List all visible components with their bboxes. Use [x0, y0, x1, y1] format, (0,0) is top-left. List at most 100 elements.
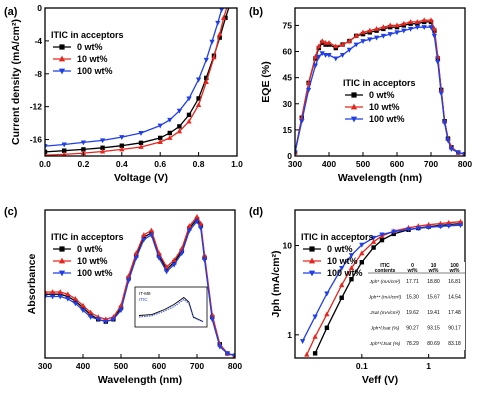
- y-tick-label: 0: [287, 151, 292, 161]
- data-point-2-30: [462, 152, 465, 156]
- data-point-1-4: [72, 295, 79, 301]
- legend-entry: 10 wt%: [77, 54, 108, 64]
- legend-marker: [59, 246, 65, 252]
- series-layer: [299, 218, 464, 357]
- data-point-1-1: [49, 289, 56, 294]
- data-point-2-0: [45, 294, 48, 300]
- legend-entry: 100 wt%: [369, 114, 405, 124]
- data-point-1-12: [211, 54, 217, 60]
- series-line-1: [45, 8, 228, 156]
- data-point-0-2: [339, 295, 344, 300]
- data-point-0-18: [179, 248, 184, 254]
- table-header: wt%: [407, 268, 419, 274]
- data-point-2-22: [201, 258, 208, 263]
- panel-label: (d): [249, 206, 263, 218]
- data-point-2-10: [195, 77, 202, 83]
- x-tick-label: 0.8: [193, 159, 205, 169]
- data-point-2-4: [72, 301, 79, 307]
- data-point-0-8: [177, 124, 182, 129]
- x-tick-label: 500: [356, 159, 370, 169]
- data-point-1-13: [141, 232, 147, 238]
- y-tick-label: 60: [283, 47, 293, 57]
- data-point-2-21: [198, 226, 204, 232]
- table-cell: 80.69: [427, 341, 440, 347]
- data-point-2-19: [186, 228, 193, 234]
- data-point-2-23: [209, 317, 215, 323]
- data-point-0-3: [100, 145, 105, 150]
- data-point-2-10: [415, 226, 421, 232]
- data-point-1-5: [319, 38, 325, 44]
- data-point-1-9: [186, 118, 192, 124]
- data-point-1-5: [359, 250, 365, 256]
- data-point-1-19: [407, 19, 414, 24]
- table-cell: 15.67: [427, 294, 440, 300]
- data-point-1-7: [326, 39, 332, 45]
- legend: ITIC in acceptors 0 wt% 10 wt% 100 wt%: [343, 78, 416, 124]
- y-tick-label: -8: [34, 69, 42, 79]
- data-point-1-16: [387, 22, 393, 28]
- data-point-1-13: [367, 27, 373, 33]
- y-tick-label: 1: [287, 330, 292, 340]
- data-point-2-25: [224, 351, 231, 357]
- table-cell: 93.15: [427, 326, 440, 332]
- legend-marker: [59, 44, 65, 50]
- data-point-2-14: [148, 233, 155, 238]
- table-cell: 18.80: [427, 279, 440, 285]
- table-header: wt%: [449, 268, 461, 274]
- data-point-2-10: [118, 308, 124, 314]
- data-point-2-1: [49, 294, 56, 300]
- data-point-1-22: [428, 17, 434, 23]
- data-point-0-6: [88, 312, 93, 317]
- data-point-1-16: [163, 264, 170, 269]
- data-point-1-10: [346, 38, 353, 44]
- data-point-2-6: [157, 123, 163, 129]
- legend: ITIC in acceptors 0 wt% 10 wt% 100 wt%: [301, 232, 374, 278]
- data-point-0-1: [324, 325, 330, 330]
- panel-label: (b): [249, 6, 263, 18]
- legend-entry: 10 wt%: [77, 256, 108, 266]
- x-tick-label: 0.0: [39, 159, 51, 169]
- x-tick-label: 700: [424, 159, 438, 169]
- x-axis-label: Veff (V): [362, 374, 398, 386]
- data-point-1-6: [322, 39, 329, 45]
- data-point-2-14: [219, 8, 225, 13]
- x-axis-label: Wavelength (nm): [98, 374, 182, 386]
- panel-c: (c) 300 400 500 600 700 800 Wavelength (nm) Abso…: [4, 206, 242, 386]
- data-point-0-6: [379, 237, 385, 243]
- data-point-0-16: [164, 267, 169, 272]
- data-point-2-20: [414, 25, 421, 31]
- data-point-2-3: [312, 63, 319, 69]
- data-point-2-2: [324, 291, 330, 297]
- data-point-2-5: [138, 130, 144, 136]
- table-header: ITIC: [380, 263, 390, 269]
- x-axis-label: Wavelength (nm): [338, 172, 422, 184]
- data-point-2-16: [387, 32, 393, 37]
- table-background: [368, 262, 465, 350]
- y-tick-label: 10: [283, 241, 293, 251]
- inset-legend-entry: IT-M8: [139, 291, 151, 296]
- legend-entry: 0 wt%: [77, 244, 103, 254]
- data-point-0-1: [50, 292, 55, 297]
- data-point-2-27: [445, 138, 451, 144]
- data-point-2-11: [125, 278, 132, 284]
- data-point-2-4: [348, 253, 355, 259]
- data-point-2-8: [176, 108, 183, 114]
- data-point-1-1: [299, 114, 305, 120]
- series-layer: [45, 213, 235, 358]
- data-point-0-5: [80, 305, 86, 311]
- data-point-2-12: [360, 39, 366, 44]
- data-point-2-11: [426, 225, 432, 231]
- data-point-2-9: [405, 227, 412, 233]
- data-point-1-2: [57, 289, 63, 294]
- data-point-2-28: [448, 147, 455, 152]
- data-point-2-7: [326, 53, 332, 58]
- data-point-2-5: [80, 308, 86, 314]
- x-tick-label: 600: [390, 159, 404, 169]
- data-point-0-19: [187, 226, 192, 231]
- data-point-2-14: [373, 35, 380, 41]
- data-point-0-2: [58, 292, 63, 297]
- data-point-0-17: [172, 260, 177, 265]
- data-point-2-12: [133, 255, 139, 261]
- data-point-2-2: [80, 140, 87, 146]
- data-point-0-15: [156, 253, 162, 258]
